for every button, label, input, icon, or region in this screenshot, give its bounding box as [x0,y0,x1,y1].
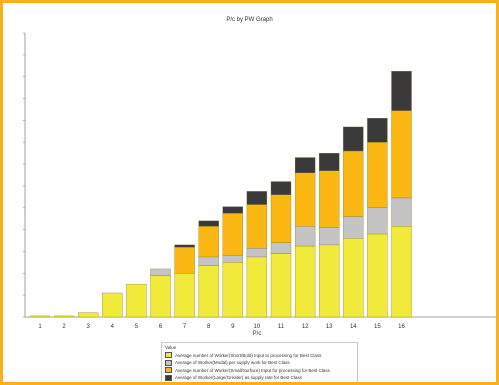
x-tick-label: 8 [207,324,211,330]
x-tick-label: 6 [159,324,163,330]
bar-segment-11-series-1 [270,253,292,318]
bar-segment-7-series-4 [174,244,195,248]
bar-segment-16-series-2 [391,197,412,227]
x-tick-label: 15 [374,324,381,330]
tick-labels-group: 1 2 3 4 5 6 7 8 9 10 11 12 13 14 15 16 [38,324,405,330]
bar-segment-6-series-1 [150,275,171,318]
bar-segment-14-series-1 [343,238,364,318]
legend: Value Average number of Worker(Short/Bol… [161,342,358,382]
bar-segment-15-series-2 [367,207,388,235]
legend-swatch [165,374,172,381]
legend-title: Value [165,345,177,350]
x-tick-label: 3 [87,324,91,330]
bar-segment-15-series-1 [367,233,388,318]
x-tick-label: 7 [183,324,187,330]
legend-swatch [165,359,172,366]
bar-segment-13-series-4 [319,153,340,171]
bar-segment-10-series-3 [246,204,268,249]
bar-segment-1-series-1 [29,315,51,318]
legend-swatch [165,367,172,373]
bar-segment-11-series-4 [270,181,292,195]
bar-segment-5-series-1 [126,284,147,318]
bar-segment-9-series-3 [222,213,243,256]
bar-segment-14-series-3 [343,150,364,217]
bar-segment-15-series-3 [367,142,388,208]
legend-label: Average number of Worker(Small/Surface) … [175,367,330,373]
chart-plot: 1 2 3 4 5 6 7 8 9 10 11 12 13 14 15 16 P/c [23,32,496,337]
bar-segment-9-series-1 [222,262,243,318]
x-tick-label: 11 [278,324,285,330]
bar-segment-16-series-4 [391,71,412,111]
bar-segment-12-series-2 [294,226,316,247]
x-tick-label: 2 [62,324,66,330]
x-tick-label: 5 [135,324,139,330]
bar-segment-12-series-1 [294,245,316,318]
legend-item: Average number of Worker(Small/Surface) … [165,367,330,373]
x-tick-label: 12 [302,324,309,330]
bar-segment-15-series-4 [367,118,388,143]
x-tick-label: 13 [326,324,333,330]
bar-segment-8-series-2 [198,256,219,266]
x-axis-label: P/c [253,331,262,337]
bar-segment-9-series-2 [222,255,243,263]
x-tick-label: 16 [398,324,405,330]
bar-segment-10-series-1 [246,256,268,318]
bar-segment-8-series-4 [198,220,219,227]
legend-item: Average of Worker(Large/Greater) as supp… [165,374,302,381]
bar-segment-3-series-1 [78,312,99,318]
bar-segment-14-series-4 [343,126,364,152]
bar-segment-9-series-4 [222,206,243,214]
bar-segment-16-series-3 [391,110,412,199]
bar-segment-14-series-2 [343,216,364,239]
bar-segment-2-series-1 [53,315,75,318]
x-tick-label: 14 [350,324,357,330]
bar-segment-7-series-3 [174,246,195,274]
bar-segment-12-series-4 [294,157,316,173]
bar-segment-7-series-1 [174,273,195,318]
legend-swatch [165,352,172,358]
bar-segment-13-series-3 [319,170,340,228]
x-tick-label: 10 [254,324,261,330]
bars-group [29,71,412,318]
legend-label: Average of Worker(Modal) per supply work… [175,360,290,365]
bar-segment-11-series-3 [270,194,292,243]
bar-segment-13-series-2 [319,227,340,246]
bar-segment-8-series-3 [198,226,219,258]
bar-segment-4-series-1 [102,292,123,318]
legend-item: Average number of Worker(Short/Bold) Inp… [165,352,321,358]
bar-segment-8-series-1 [198,265,219,318]
x-tick-label: 9 [231,324,235,330]
bar-segment-6-series-2 [150,268,171,276]
bar-segment-12-series-3 [294,172,316,227]
legend-item: Average of Worker(Modal) per supply work… [165,359,290,366]
chart-title: P/c by PW Graph [226,17,273,23]
bar-segment-16-series-1 [391,226,412,318]
legend-label: Average of Worker(Large/Greater) as supp… [175,375,302,380]
bar-segment-10-series-4 [246,191,268,205]
bar-segment-11-series-2 [270,242,292,254]
x-tick-label: 1 [38,324,42,330]
x-tick-label: 4 [111,324,115,330]
legend-label: Average number of Worker(Short/Bold) Inp… [175,352,322,358]
bar-segment-10-series-2 [246,248,268,258]
bar-segment-13-series-1 [319,244,340,318]
